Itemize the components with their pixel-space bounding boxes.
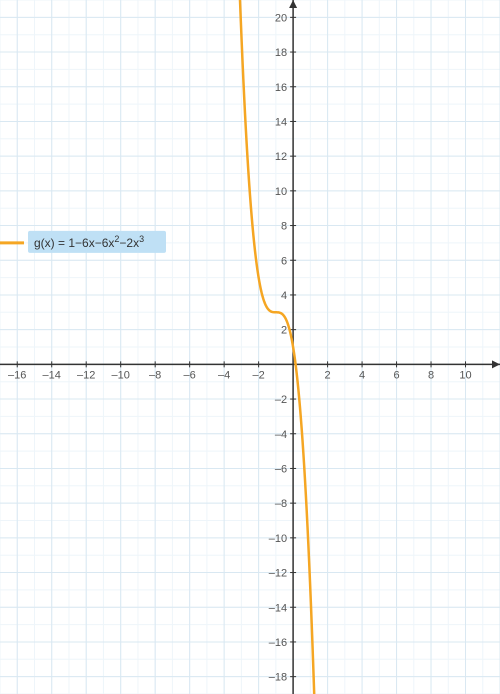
svg-text:–18: –18 [269, 672, 287, 684]
svg-text:–8: –8 [275, 498, 287, 510]
svg-text:–8: –8 [149, 369, 161, 381]
chart-container: –16 –14 –12 –10 –8 –6 –4 –2 2 4 6 8 10 –18 –16 –14 –12 –1… [0, 0, 500, 694]
svg-text:10: 10 [275, 186, 287, 198]
svg-text:8: 8 [281, 221, 287, 233]
svg-text:6: 6 [281, 255, 287, 267]
svg-text:–4: –4 [218, 369, 230, 381]
svg-text:–4: –4 [275, 429, 287, 441]
svg-text:–6: –6 [275, 463, 287, 475]
svg-text:12: 12 [275, 151, 287, 163]
svg-text:20: 20 [275, 12, 287, 24]
svg-text:4: 4 [359, 369, 365, 381]
svg-text:–16: –16 [8, 369, 26, 381]
svg-text:6: 6 [393, 369, 399, 381]
svg-text:2: 2 [281, 325, 287, 337]
svg-text:8: 8 [428, 369, 434, 381]
svg-text:4: 4 [281, 290, 287, 302]
svg-text:2: 2 [325, 369, 331, 381]
svg-text:18: 18 [275, 47, 287, 59]
svg-text:10: 10 [459, 369, 471, 381]
svg-text:14: 14 [275, 116, 287, 128]
svg-text:–10: –10 [269, 533, 287, 545]
svg-text:–2: –2 [252, 369, 264, 381]
svg-text:–14: –14 [43, 369, 61, 381]
function-plot: –16 –14 –12 –10 –8 –6 –4 –2 2 4 6 8 10 –18 –16 –14 –12 –1… [0, 0, 500, 694]
svg-text:16: 16 [275, 82, 287, 94]
svg-text:–14: –14 [269, 602, 287, 614]
svg-text:–12: –12 [77, 369, 95, 381]
svg-text:–2: –2 [275, 394, 287, 406]
svg-text:–16: –16 [269, 637, 287, 649]
svg-text:–6: –6 [184, 369, 196, 381]
svg-text:–10: –10 [112, 369, 130, 381]
legend-label: g(x) = 1−6x−6x2−2x3 [34, 234, 144, 250]
svg-text:–12: –12 [269, 568, 287, 580]
